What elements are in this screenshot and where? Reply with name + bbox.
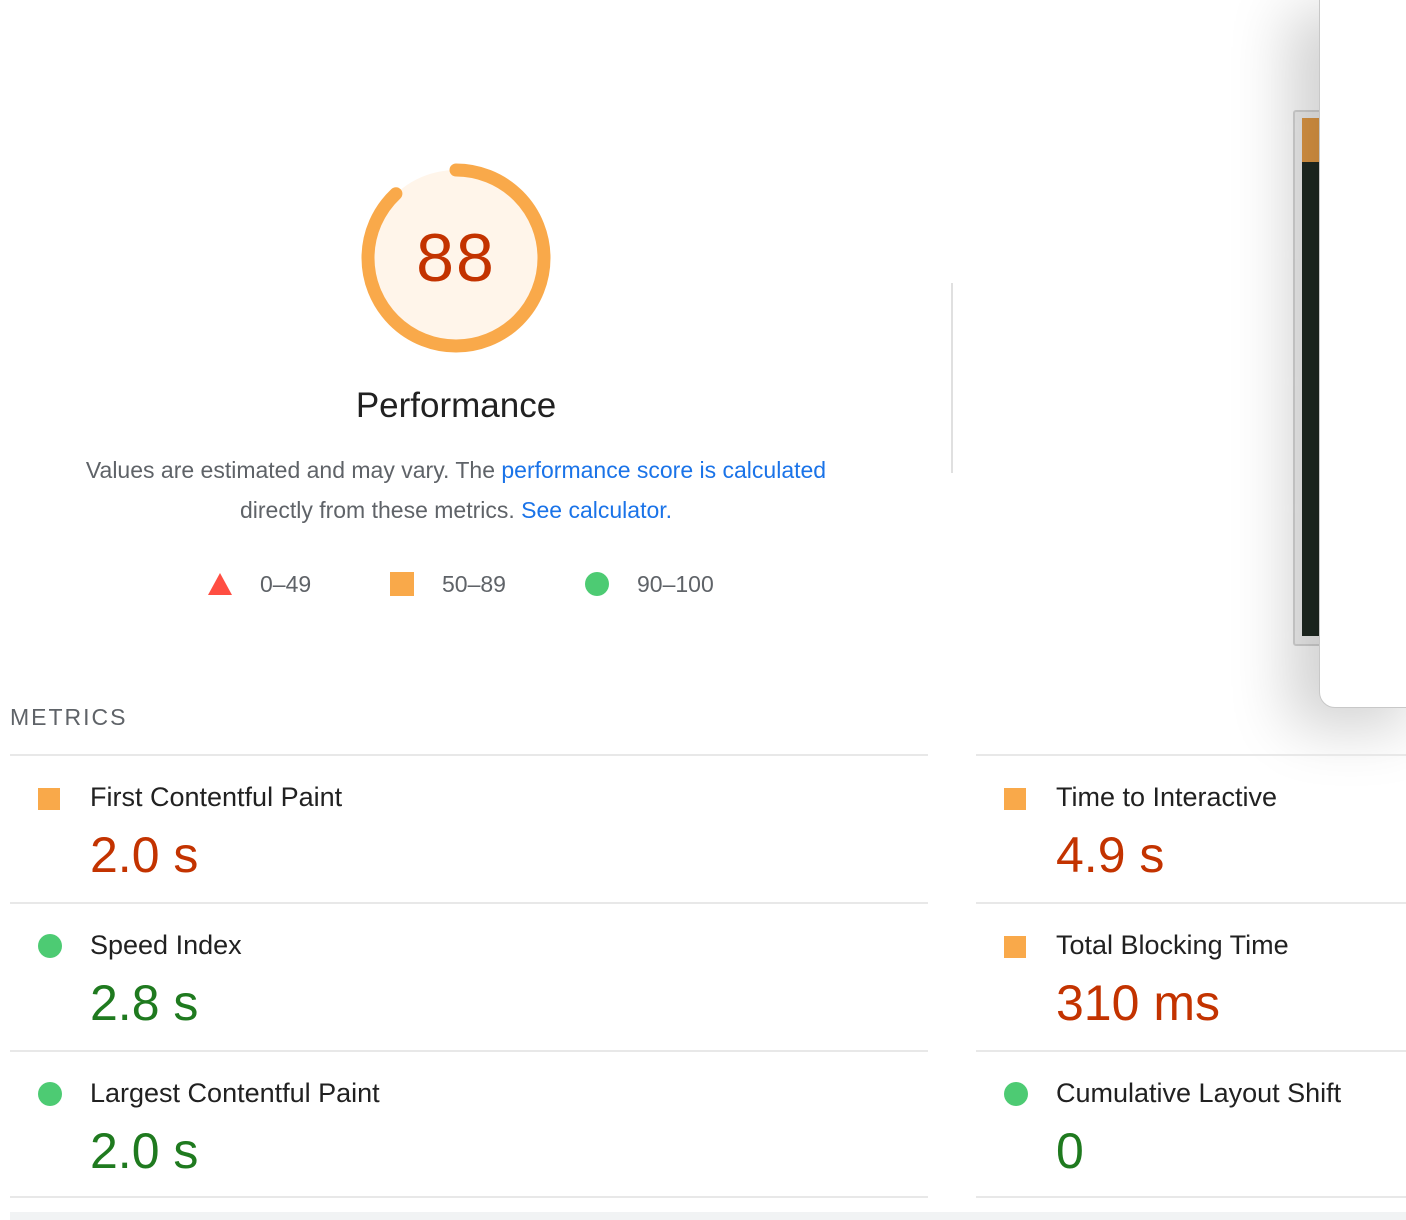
performance-title: Performance: [355, 386, 557, 425]
metric-value: 2.0 s: [90, 1123, 199, 1179]
square-average-icon: [38, 788, 60, 810]
metrics-column-left: First Contentful Paint 2.0 s Speed Index…: [10, 754, 928, 1198]
metric-first-contentful-paint: First Contentful Paint 2.0 s: [10, 754, 928, 902]
circle-pass-icon: [38, 934, 62, 958]
legend-label: 90–100: [637, 570, 714, 597]
metric-name: Speed Index: [90, 930, 242, 960]
metric-value: 0: [1056, 1123, 1084, 1179]
description-text-1: Values are estimated and may vary. The: [85, 457, 502, 483]
metrics-header: METRICS: [10, 704, 128, 730]
section-divider: [10, 1212, 1406, 1220]
circle-pass-icon: [1004, 1082, 1028, 1106]
legend-item-average: 50–89: [390, 566, 506, 602]
metric-name: First Contentful Paint: [90, 782, 343, 812]
metric-largest-contentful-paint: Largest Contentful Paint 2.0 s: [10, 1050, 928, 1198]
score-legend: 0–49 50–89 90–100: [0, 566, 912, 602]
legend-item-pass: 90–100: [585, 566, 714, 602]
gauge-ring: [361, 163, 551, 353]
metric-name: Largest Contentful Paint: [90, 1078, 380, 1108]
performance-score: 88: [416, 220, 496, 296]
metric-total-blocking-time: Total Blocking Time 310 ms: [976, 902, 1406, 1050]
legend-label: 50–89: [442, 570, 506, 597]
metrics-column-right: Time to Interactive 4.9 s Total Blocking…: [976, 754, 1406, 1198]
circle-pass-icon: [585, 572, 609, 596]
square-average-icon: [1004, 788, 1026, 810]
performance-gauge[interactable]: 88: [356, 158, 556, 358]
metric-name: Time to Interactive: [1056, 782, 1278, 812]
triangle-fail-icon: [208, 573, 232, 595]
thumbnail-header: [1302, 118, 1322, 162]
metric-speed-index: Speed Index 2.8 s: [10, 902, 928, 1050]
square-average-icon: [390, 572, 414, 596]
metric-name: Cumulative Layout Shift: [1056, 1078, 1342, 1108]
description-text-2: directly from these metrics.: [239, 497, 522, 523]
metric-value: 4.9 s: [1056, 827, 1165, 883]
metric-value: 2.0 s: [90, 827, 199, 883]
vertical-divider: [951, 283, 953, 473]
see-calculator-link[interactable]: See calculator.: [521, 497, 673, 523]
legend-label: 0–49: [260, 570, 312, 597]
metric-value: 2.8 s: [90, 975, 199, 1031]
screenshot-popup-panel: [1319, 0, 1406, 708]
performance-score-calculated-link[interactable]: performance score is calculated: [501, 457, 827, 483]
metric-name: Total Blocking Time: [1056, 930, 1289, 960]
circle-pass-icon: [38, 1082, 62, 1106]
metric-time-to-interactive: Time to Interactive 4.9 s: [976, 754, 1406, 902]
metric-value: 310 ms: [1056, 975, 1220, 1031]
legend-item-fail: 0–49: [208, 566, 311, 602]
thumbnail-content: [1302, 162, 1322, 636]
metric-cumulative-layout-shift: Cumulative Layout Shift 0: [976, 1050, 1406, 1198]
score-description: Values are estimated and may vary. The p…: [40, 450, 872, 530]
square-average-icon: [1004, 936, 1026, 958]
